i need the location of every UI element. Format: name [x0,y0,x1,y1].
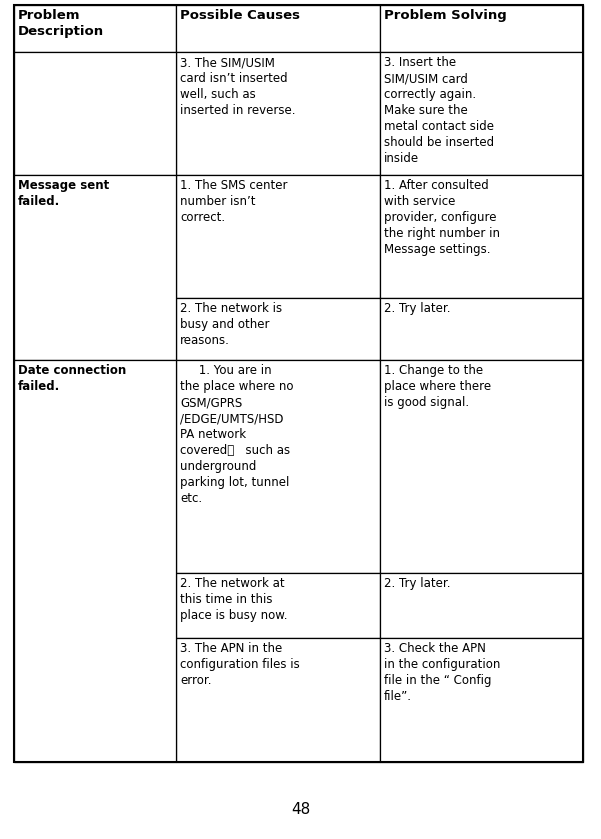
Bar [14,5,176,52]
Bar [176,573,380,638]
Bar [380,573,583,638]
Text: Possible Causes: Possible Causes [180,9,300,22]
Bar [176,360,380,573]
Text: Date connection
failed.: Date connection failed. [18,364,126,393]
Text: Message sent
failed.: Message sent failed. [18,179,109,208]
Text: 48: 48 [291,802,310,817]
Bar [380,298,583,360]
Text: 1. The SMS center
number isn’t
correct.: 1. The SMS center number isn’t correct. [180,179,288,224]
Bar [380,5,583,52]
Text: 2. The network at
this time in this
place is busy now.: 2. The network at this time in this plac… [180,577,288,622]
Bar [176,5,380,52]
Bar [176,638,380,762]
Text: 2. The network is
busy and other
reasons.: 2. The network is busy and other reasons… [180,302,282,347]
Bar [380,360,583,573]
Bar [14,52,176,175]
Text: 1. After consulted
with service
provider, configure
the right number in
Message : 1. After consulted with service provider… [384,179,500,256]
Text: 3. Check the APN
in the configuration
file in the “ Config
file”.: 3. Check the APN in the configuration fi… [384,642,500,703]
Bar [380,638,583,762]
Bar [380,175,583,298]
Bar [14,175,176,360]
Bar [176,298,380,360]
Text: 1. Change to the
place where there
is good signal.: 1. Change to the place where there is go… [384,364,491,409]
Bar [380,52,583,175]
Bar [176,175,380,298]
Bar [176,52,380,175]
Bar [14,360,176,762]
Text: 3. Insert the
SIM/USIM card
correctly again.
Make sure the
metal contact side
sh: 3. Insert the SIM/USIM card correctly ag… [384,56,494,165]
Text: 2. Try later.: 2. Try later. [384,302,450,315]
Text: Problem Solving: Problem Solving [384,9,507,22]
Text: 3. The SIM/USIM
card isn’t inserted
well, such as
inserted in reverse.: 3. The SIM/USIM card isn’t inserted well… [180,56,296,117]
Text: 1. You are in
the place where no
GSM/GPRS
/EDGE/UMTS/HSD
PA network
covered，   s: 1. You are in the place where no GSM/GPR… [180,364,294,505]
Text: 3. The APN in the
configuration files is
error.: 3. The APN in the configuration files is… [180,642,300,687]
Text: Problem
Description: Problem Description [18,9,104,38]
Text: 2. Try later.: 2. Try later. [384,577,450,590]
